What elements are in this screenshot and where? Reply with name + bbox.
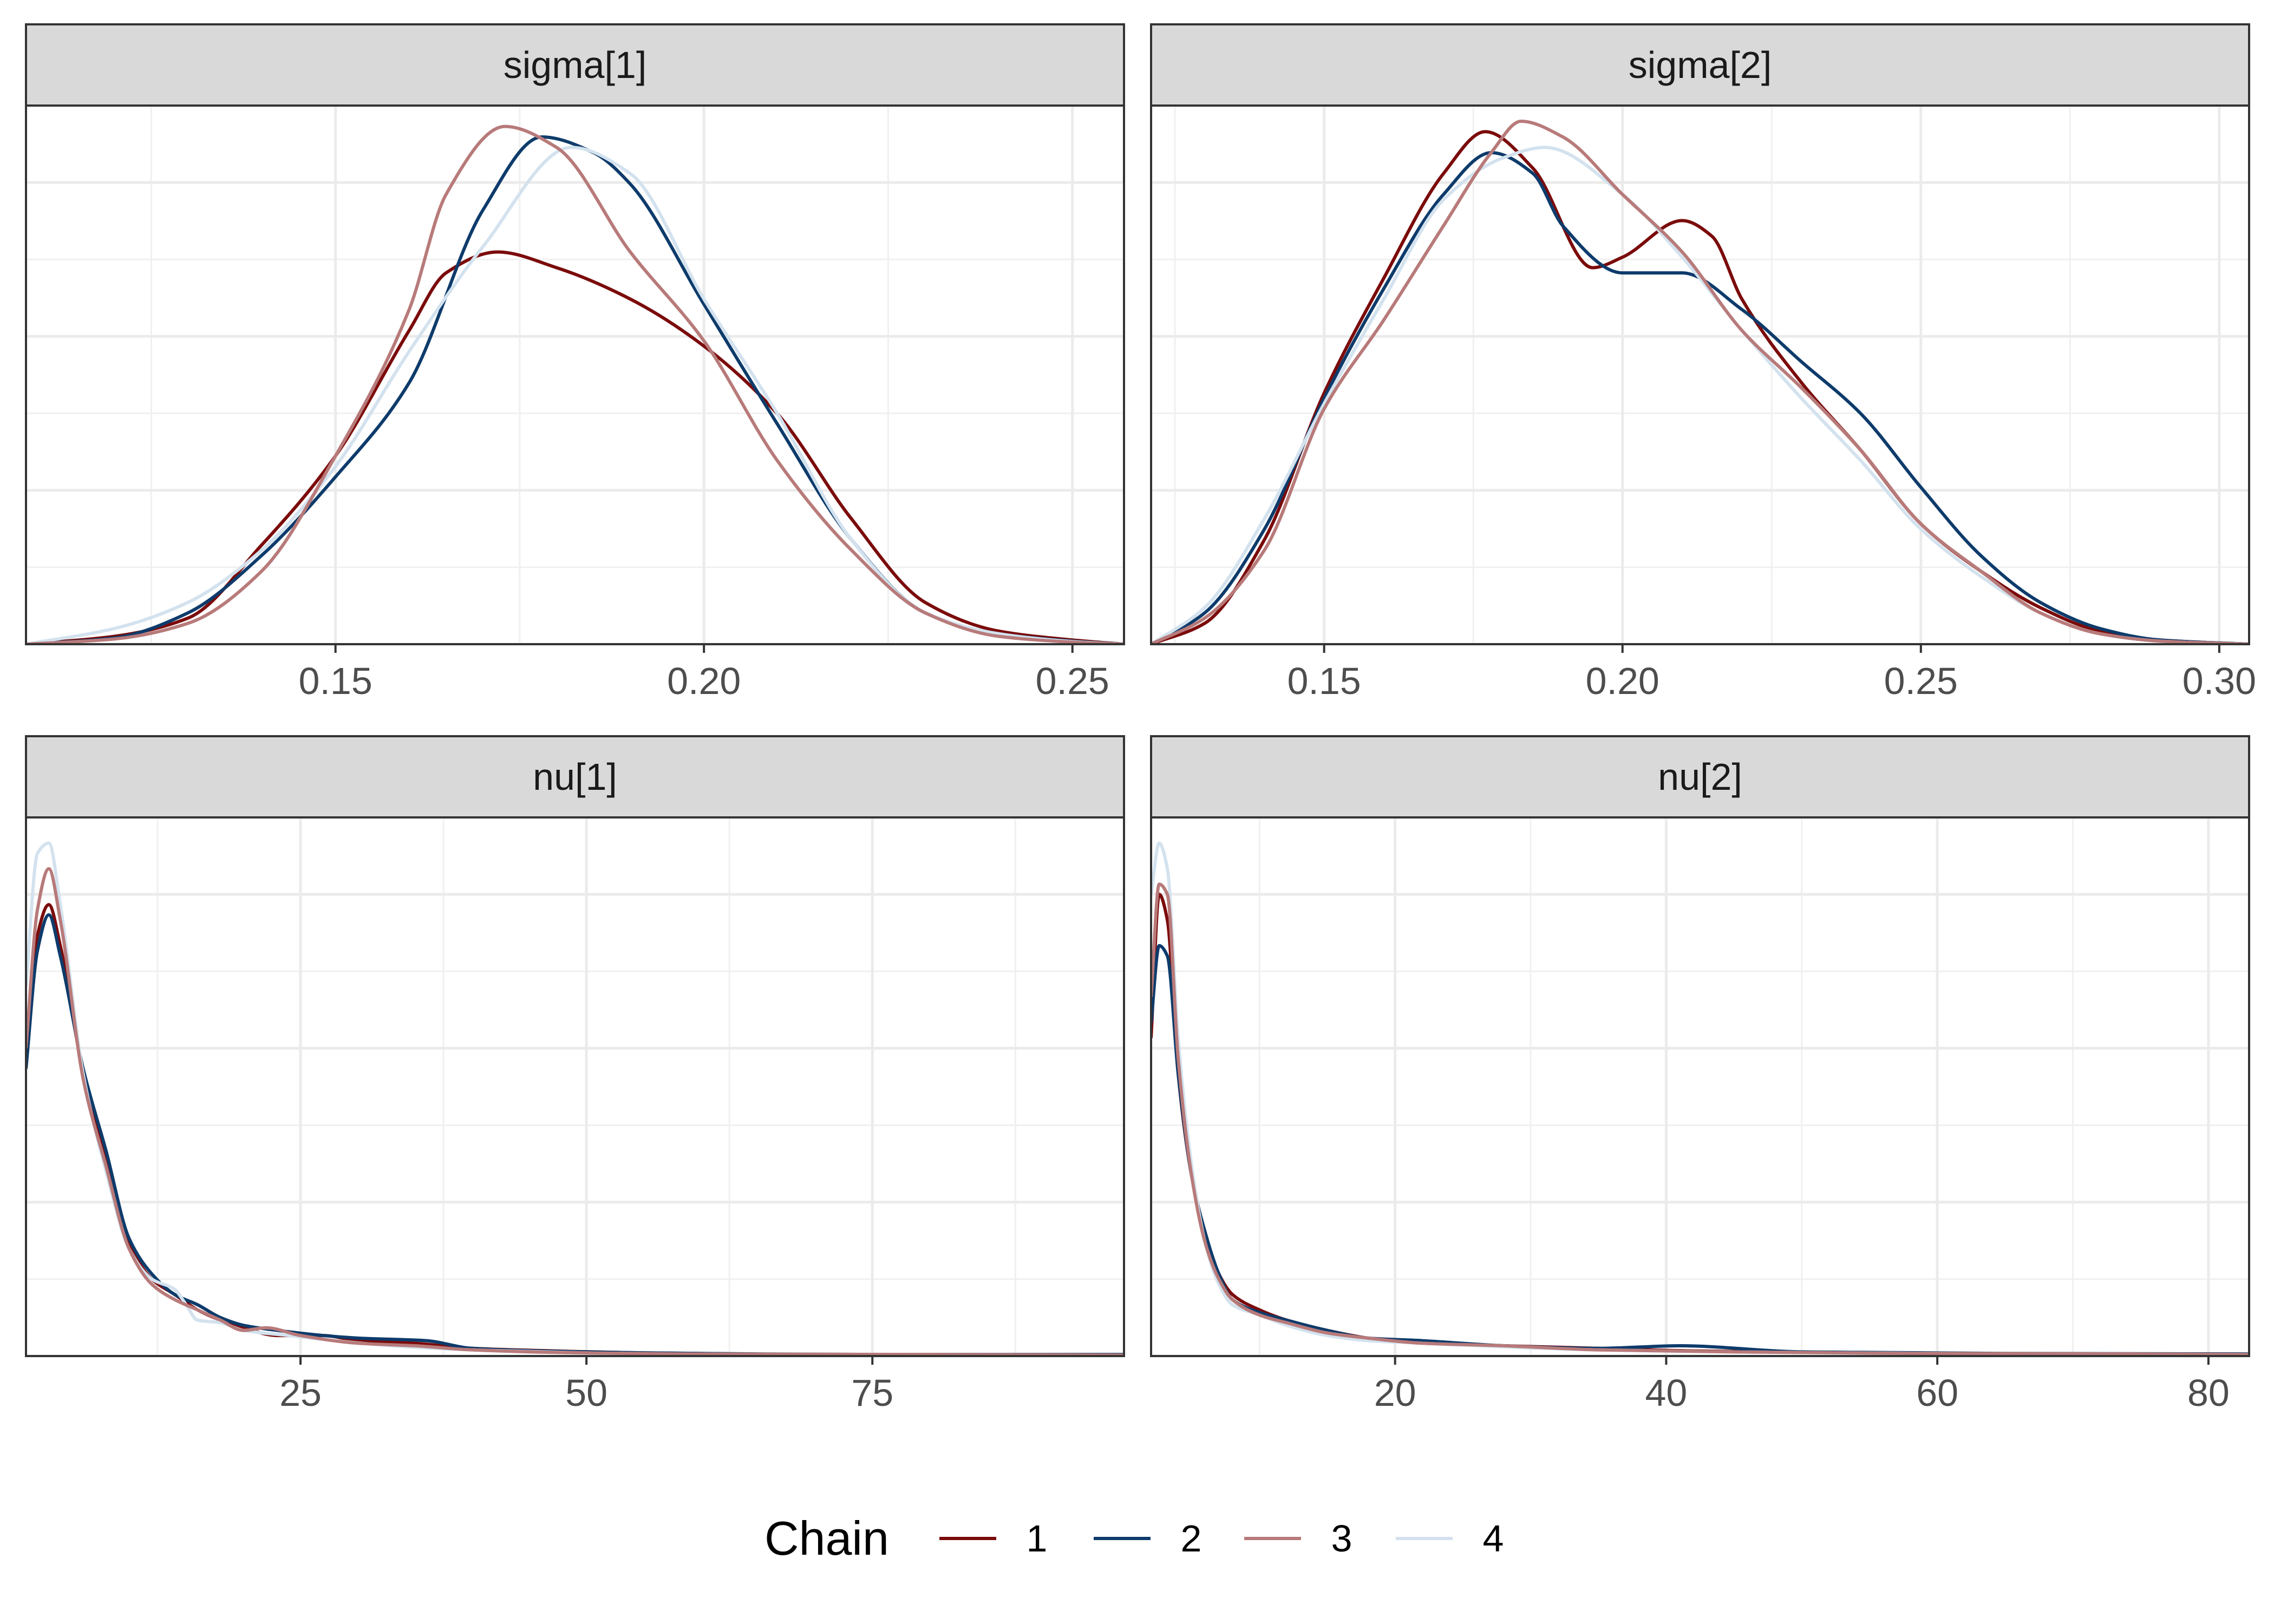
x-tick-label: 0.25: [1036, 660, 1109, 702]
facet-strip: [1150, 23, 2250, 107]
density-line-chain-2: [1151, 150, 2249, 644]
x-tick-label: 0.30: [2182, 660, 2256, 702]
x-tick-label: 50: [565, 1372, 607, 1414]
legend-title: Chain: [764, 1511, 889, 1565]
density-line-chain-3: [26, 125, 1124, 644]
legend-item-chain-4: 4: [1396, 1517, 1504, 1560]
legend: Chain 1 2 3 4: [764, 1511, 1504, 1565]
x-tick-label: 0.25: [1884, 660, 1958, 702]
legend-label: 2: [1181, 1517, 1202, 1560]
x-tick-label: 40: [1645, 1372, 1687, 1414]
gridlines: [1151, 816, 2249, 1358]
panel-border: [1150, 104, 2250, 645]
panel-background: [26, 106, 1124, 644]
x-tick-label: 0.20: [1586, 660, 1659, 702]
gridlines: [1151, 104, 2249, 646]
facet-strip-label: sigma[1]: [504, 44, 647, 86]
panel-background: [1151, 817, 2249, 1356]
panel-border: [1150, 816, 2250, 1357]
x-tick-label: 20: [1374, 1372, 1416, 1414]
facet-panel: nu[1] 25 50 75: [25, 735, 1125, 1414]
facet-panels: sigma[1] 0.15 0.20 0.25 sigma[2] 0.15 0.20 0.25…: [25, 23, 2256, 1414]
density-series: [26, 125, 1124, 644]
x-tick-label: 25: [279, 1372, 322, 1414]
density-series: [26, 841, 1124, 1356]
density-line-chain-3: [1151, 119, 2249, 644]
facet-strip: [25, 23, 1125, 107]
facet-strip-label: sigma[2]: [1629, 44, 1772, 86]
facet-strip-label: nu[2]: [1658, 756, 1742, 798]
legend-item-chain-2: 2: [1094, 1517, 1201, 1560]
density-series: [1151, 841, 2249, 1356]
x-tick-label: 80: [2187, 1372, 2230, 1414]
legend-item-chain-1: 1: [939, 1517, 1047, 1560]
legend-label: 4: [1483, 1517, 1504, 1560]
legend-label: 1: [1027, 1517, 1048, 1560]
panel-border: [25, 104, 1125, 645]
legend-item-chain-3: 3: [1244, 1517, 1352, 1560]
legend-label: 3: [1331, 1517, 1352, 1560]
x-tick-label: 0.20: [667, 660, 741, 702]
facet-panel: nu[2] 20 40 60 80: [1150, 735, 2250, 1414]
facet-strip-label: nu[1]: [533, 756, 617, 798]
gridlines: [26, 104, 1124, 646]
density-line-chain-3: [1151, 882, 2249, 1356]
density-series: [1151, 119, 2249, 644]
facet-panel: sigma[2] 0.15 0.20 0.25 0.30: [1150, 23, 2256, 702]
x-tick-label: 60: [1916, 1372, 1958, 1414]
facet-panel: sigma[1] 0.15 0.20 0.25: [25, 23, 1125, 702]
panel-border: [25, 816, 1125, 1357]
legend-items: 1 2 3 4: [939, 1517, 1504, 1560]
panel-background: [26, 817, 1124, 1356]
x-tick-label: 0.15: [299, 660, 373, 702]
facet-strip: [1150, 735, 2250, 818]
x-tick-label: 75: [851, 1372, 893, 1414]
panel-background: [1151, 106, 2249, 644]
x-tick-label: 0.15: [1288, 660, 1361, 702]
facet-strip: [25, 735, 1125, 818]
density-line-chain-3: [26, 867, 1124, 1356]
